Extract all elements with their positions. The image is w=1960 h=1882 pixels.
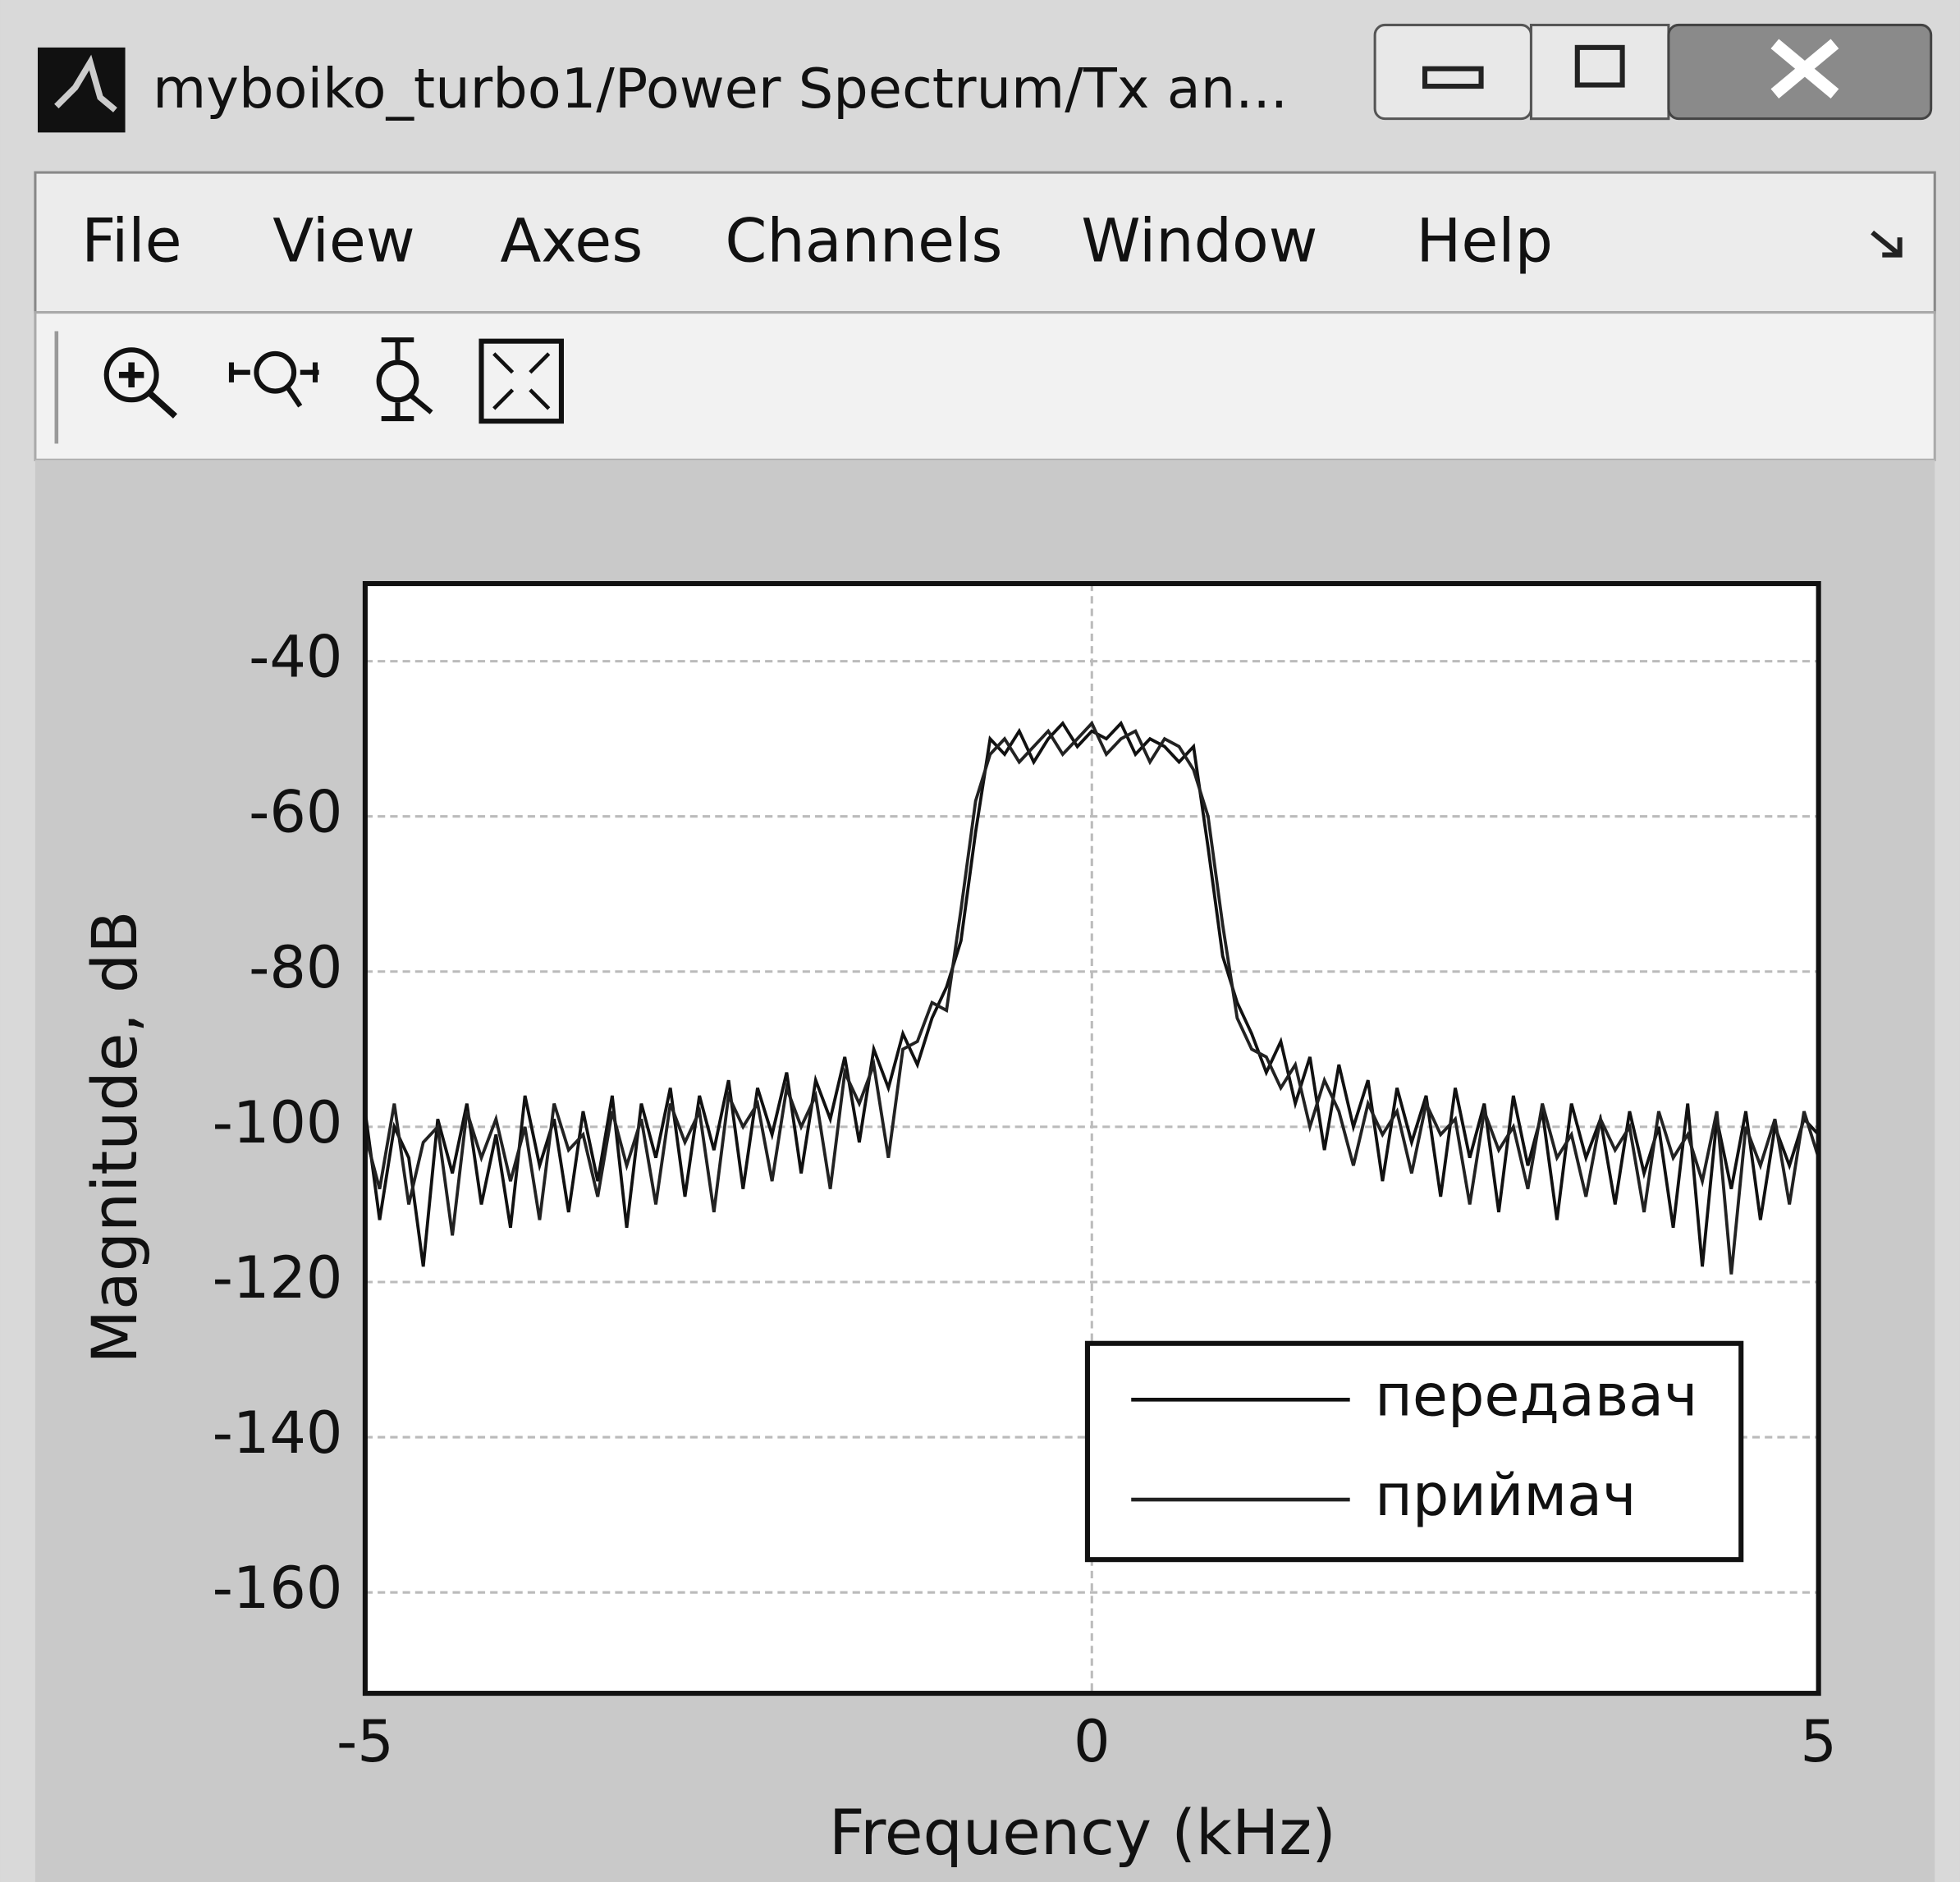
y-tick-label: -160 [213, 1555, 343, 1622]
app-icon [37, 47, 126, 133]
menu-bar [34, 171, 1936, 314]
minimize-button[interactable] [1373, 23, 1532, 121]
zoom-x-tool[interactable] [228, 350, 319, 408]
y-tick-label: -140 [213, 1399, 343, 1467]
spectrum-line [364, 720, 1820, 1267]
y-tick-label: -60 [249, 779, 342, 846]
maximize-icon [1574, 44, 1625, 88]
menu-item[interactable]: File [81, 206, 181, 276]
zoom-in-tool[interactable] [103, 347, 178, 419]
legend-label: передавач [1375, 1362, 1697, 1429]
legend [1084, 1340, 1744, 1563]
menu-items: File View Axes Channels Window Help [81, 206, 1553, 276]
menu-item[interactable]: Window [1081, 206, 1317, 276]
x-tick-label: 0 [1074, 1708, 1111, 1775]
autoscale-tool[interactable] [479, 338, 564, 424]
toolbar [34, 311, 1936, 461]
maximize-button[interactable] [1529, 23, 1670, 121]
y-tick-label: -120 [213, 1244, 343, 1312]
plot: -40 -60 -80 -100 -120 -140 -160 -5 0 5 [213, 584, 1837, 1775]
x-tick-label: -5 [337, 1708, 394, 1775]
menu-item[interactable]: Help [1416, 206, 1553, 276]
spectrum-line [364, 720, 1820, 1275]
x-tick-label: 5 [1800, 1708, 1837, 1775]
menu-expand[interactable] [1871, 230, 1903, 258]
window-title: myboiko_turbo1/Power Spectrum/Tx an... [153, 57, 1288, 121]
legend-label: приймач [1375, 1462, 1636, 1529]
menu-item[interactable]: View [272, 206, 414, 276]
y-axis-label: Magnitude, dB [78, 910, 151, 1363]
menu-item[interactable]: Axes [500, 206, 643, 276]
x-axis-label: Frequency (kHz) [829, 1796, 1336, 1869]
y-tick-label: -100 [213, 1089, 343, 1156]
menu-item[interactable]: Channels [725, 206, 1002, 276]
minimize-icon [1422, 66, 1484, 89]
close-icon [1770, 39, 1839, 99]
y-tick-label: -80 [249, 934, 342, 1001]
axes-box [362, 580, 1821, 1697]
y-tick-label: -40 [249, 624, 342, 691]
app-icon-logo [54, 54, 117, 112]
zoom-y-tool[interactable] [376, 337, 433, 422]
